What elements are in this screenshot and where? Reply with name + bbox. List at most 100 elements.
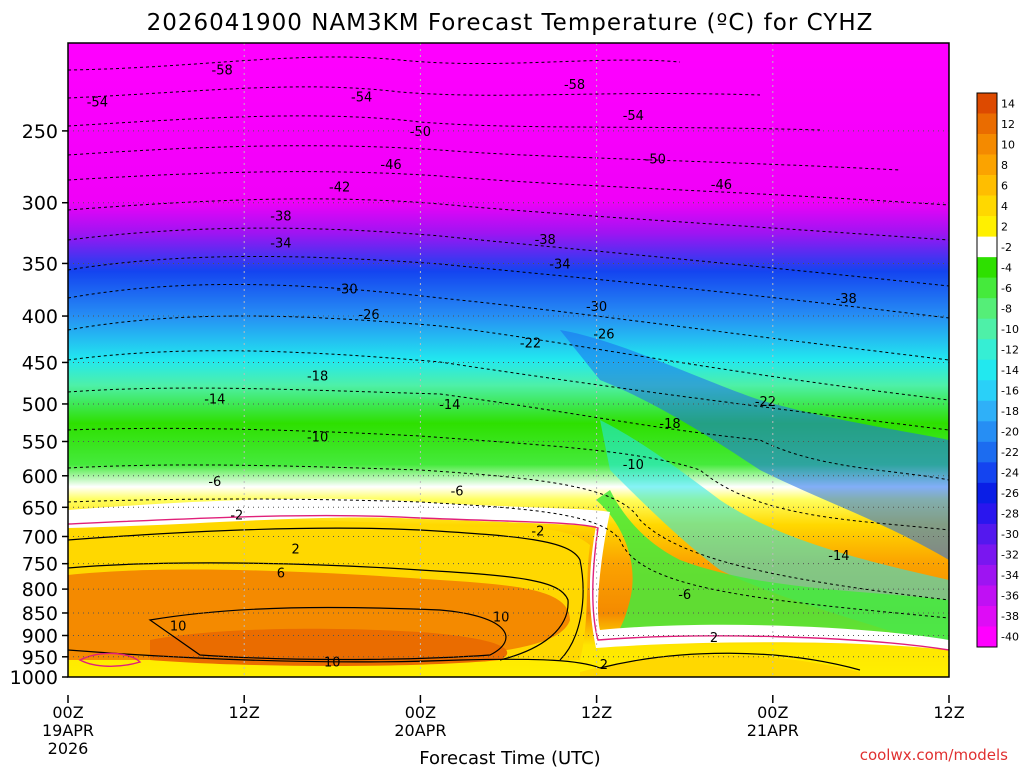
plot-area: -58 -58 -54 -54 -54 -50 -50 -46 -46 -42 -38 -38 -38 -…	[68, 43, 949, 695]
colorbar-label: -40	[1001, 631, 1019, 644]
contour-label: -14	[439, 398, 460, 413]
colorbar-swatch	[977, 154, 997, 176]
y-tick-label: 1000	[10, 667, 58, 689]
colorbar-swatch	[977, 195, 997, 217]
colorbar-label: 14	[1001, 97, 1015, 110]
x-tick-label: 12Z	[229, 703, 260, 722]
contour-label: -2	[531, 524, 544, 539]
colorbar-label: 6	[1001, 179, 1008, 192]
colorbar-label: 2	[1001, 220, 1008, 233]
colorbar-label: -6	[1001, 282, 1012, 295]
contour-label: -26	[358, 308, 379, 323]
colorbar-swatch	[977, 523, 997, 545]
freezing-level-band	[68, 498, 949, 650]
colorbar-label: -34	[1001, 569, 1019, 582]
contour-label: -34	[549, 257, 570, 272]
colorbar-label: -2	[1001, 241, 1012, 254]
colorbar-swatch	[977, 359, 997, 381]
contour-label: -38	[535, 233, 556, 248]
contour-label: -14	[828, 549, 849, 564]
y-tick-label: 250	[22, 121, 58, 143]
contour-label: -22	[520, 337, 541, 352]
colorbar-swatch	[977, 482, 997, 504]
contour-label: -22	[755, 395, 776, 410]
y-tick-label: 900	[22, 625, 58, 647]
x-tick-year-label: 2026	[48, 739, 89, 758]
colorbar-swatch	[977, 236, 997, 258]
colorbar-swatch	[977, 544, 997, 566]
colorbar-label: -16	[1001, 385, 1019, 398]
colorbar-label: -18	[1001, 405, 1019, 418]
contour-label: 2	[291, 543, 299, 558]
colorbar-swatch	[977, 441, 997, 463]
y-tick-label: 800	[22, 579, 58, 601]
colorbar-swatch	[977, 113, 997, 135]
ground-surface	[68, 677, 949, 695]
contour-label: -18	[307, 369, 328, 384]
colorbar-swatch	[977, 400, 997, 422]
contour-label: -50	[410, 125, 431, 140]
contour-label: 2	[710, 631, 718, 646]
colorbar-swatch	[977, 277, 997, 299]
y-tick-label: 950	[22, 647, 58, 669]
contour-label: -58	[564, 78, 585, 93]
chart-title: 2026041900 NAM3KM Forecast Temperature (…	[147, 10, 874, 36]
colorbar-label: -10	[1001, 323, 1019, 336]
colorbar-swatch	[977, 462, 997, 484]
colorbar-label: -28	[1001, 508, 1019, 521]
y-tick-label: 850	[22, 603, 58, 625]
contour-label: -54	[623, 109, 644, 124]
x-tick-label: 12Z	[581, 703, 612, 722]
colorbar-label: -24	[1001, 467, 1019, 480]
cold-airmass-region	[560, 330, 949, 560]
colorbar-label: -4	[1001, 261, 1012, 274]
contour-label: 10	[170, 620, 187, 635]
contour-label: -50	[645, 152, 666, 167]
y-tick-label: 650	[22, 497, 58, 519]
colorbar-swatch	[977, 605, 997, 627]
low-level-cold-region	[596, 490, 949, 640]
contour-label: -46	[711, 178, 732, 193]
colorbar-swatch	[977, 503, 997, 525]
contour-label: -46	[380, 158, 401, 173]
contour-label: 10	[324, 656, 341, 671]
x-axis-label: Forecast Time (UTC)	[419, 748, 600, 768]
solid-isotherms	[68, 527, 861, 671]
x-tick-date-label: 20APR	[394, 721, 446, 740]
zero-degree-isotherm	[68, 514, 949, 667]
colorbar-swatch	[977, 380, 997, 402]
y-tick-label: 350	[22, 253, 58, 275]
colorbar-label: 4	[1001, 200, 1008, 213]
x-tick-date-label: 21APR	[747, 721, 799, 740]
y-tick-label: 300	[22, 193, 58, 215]
colorbar-label: -14	[1001, 364, 1019, 377]
contour-label: -54	[351, 90, 372, 105]
credit-text: coolwx.com/models	[860, 746, 1008, 764]
colorbar-swatch	[977, 298, 997, 320]
colorbar-swatch	[977, 564, 997, 586]
colorbar-label: -30	[1001, 528, 1019, 541]
x-tick-label: 00Z	[405, 703, 436, 722]
colorbar-frame	[976, 92, 998, 648]
colorbar-label: -22	[1001, 446, 1019, 459]
colorbar-label: 8	[1001, 159, 1008, 172]
x-tick-date-label: 19APR	[42, 721, 94, 740]
colorbar-label: -12	[1001, 343, 1019, 356]
colorbar-swatch	[977, 339, 997, 361]
contour-label: 10	[493, 611, 510, 626]
contour-label: -14	[204, 392, 225, 407]
contour-label: -42	[329, 181, 350, 196]
colorbar-label: -26	[1001, 487, 1019, 500]
colorbar-label: 10	[1001, 138, 1015, 151]
colorbar-label: -36	[1001, 590, 1019, 603]
colorbar-label: 12	[1001, 118, 1015, 131]
colorbar-swatch	[977, 93, 997, 114]
colorbar-swatch	[977, 421, 997, 443]
colorbar-label: -20	[1001, 426, 1019, 439]
colorbar: 14 12 10 8 6 4 2 -2 -4 -6 -8 -10 -12 -14 -16 -18 -20 -22 -…	[976, 92, 1019, 648]
plot-frame	[67, 42, 950, 678]
colorbar-label: -38	[1001, 610, 1019, 623]
contour-label: -54	[87, 95, 108, 110]
contour-label: -58	[212, 64, 233, 79]
